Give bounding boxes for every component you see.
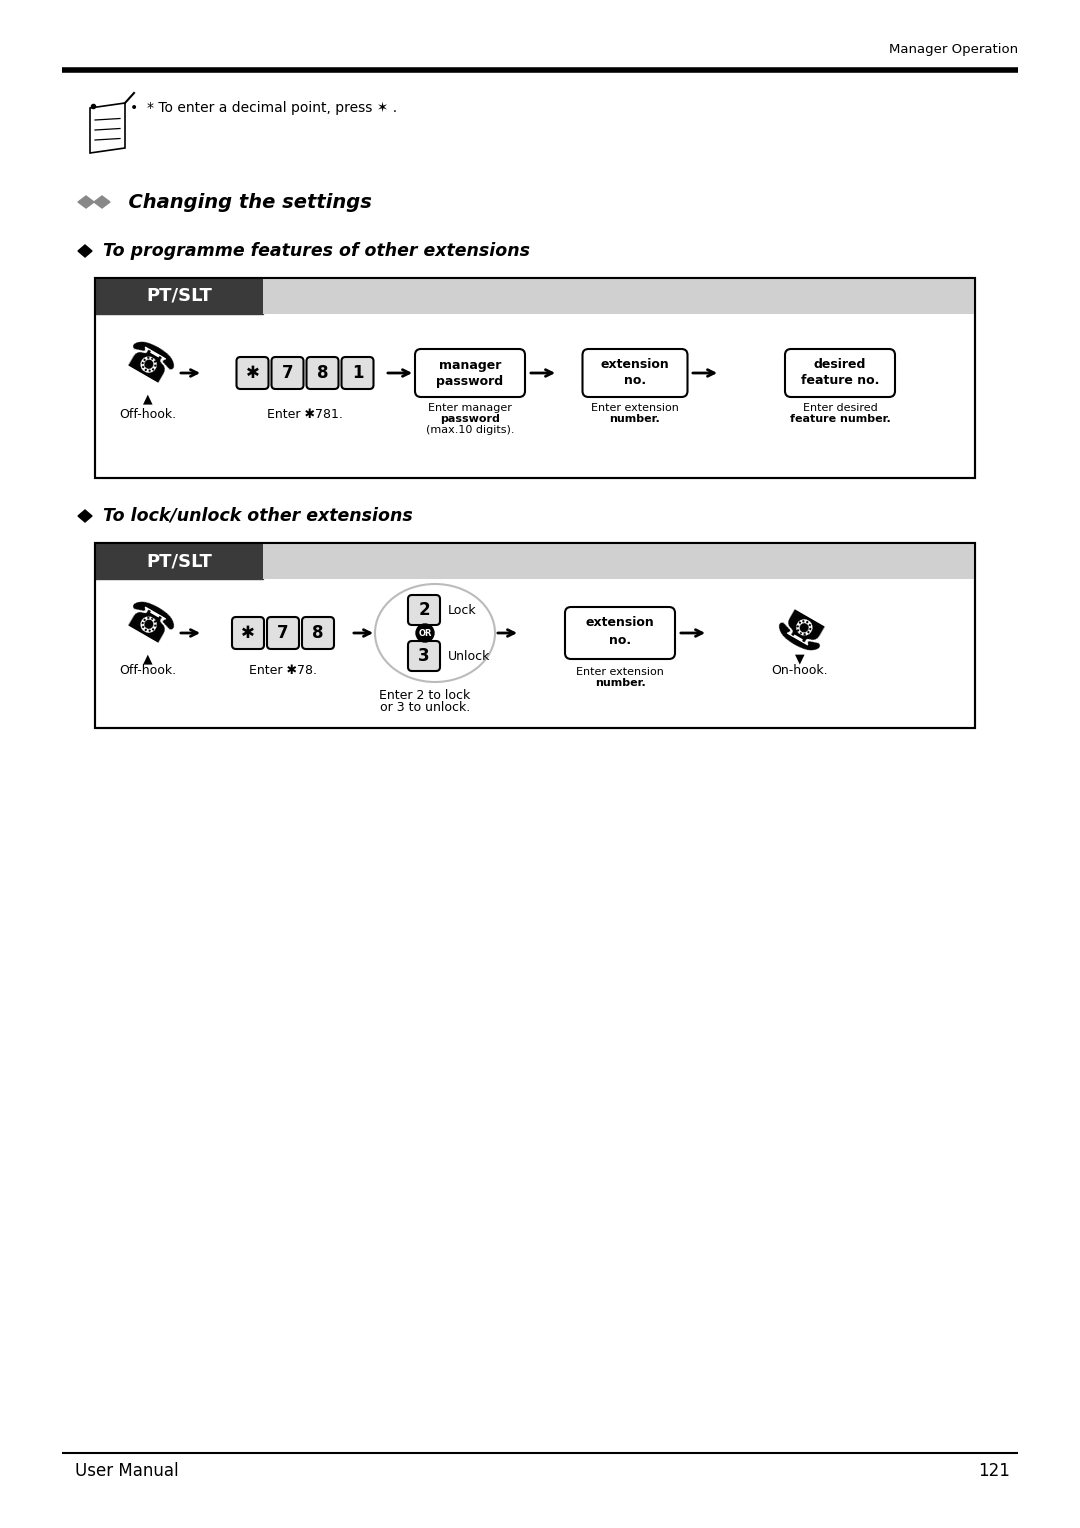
Text: 7: 7 <box>282 364 294 382</box>
Text: To programme features of other extensions: To programme features of other extension… <box>97 241 530 260</box>
Text: feature no.: feature no. <box>800 374 879 388</box>
Text: desired: desired <box>814 359 866 371</box>
Text: extension: extension <box>600 359 670 371</box>
Text: number.: number. <box>595 678 646 688</box>
Text: 8: 8 <box>312 623 324 642</box>
Text: ▼: ▼ <box>795 652 805 666</box>
Text: Enter extension: Enter extension <box>576 668 664 677</box>
Text: number.: number. <box>609 414 660 423</box>
Circle shape <box>416 623 434 642</box>
FancyBboxPatch shape <box>582 348 688 397</box>
FancyBboxPatch shape <box>271 358 303 390</box>
Text: OR: OR <box>418 628 432 637</box>
Bar <box>264 542 975 579</box>
Text: 121: 121 <box>978 1462 1010 1481</box>
Text: ✱: ✱ <box>241 623 255 642</box>
Bar <box>95 278 975 478</box>
Text: ▲: ▲ <box>144 652 152 666</box>
Text: ☎: ☎ <box>767 594 833 656</box>
Text: Manager Operation: Manager Operation <box>889 43 1018 57</box>
Text: or 3 to unlock.: or 3 to unlock. <box>380 701 470 714</box>
Text: ✱: ✱ <box>245 364 259 382</box>
Text: Off-hook.: Off-hook. <box>120 408 176 422</box>
Polygon shape <box>78 196 94 208</box>
Polygon shape <box>90 102 125 153</box>
Text: no.: no. <box>609 634 631 646</box>
Text: Lock: Lock <box>448 604 476 616</box>
Text: Enter desired: Enter desired <box>802 403 877 413</box>
Text: Enter ✱781.: Enter ✱781. <box>267 408 343 422</box>
FancyBboxPatch shape <box>237 358 269 390</box>
Polygon shape <box>78 244 92 257</box>
Ellipse shape <box>375 584 495 681</box>
Text: no.: no. <box>624 374 646 388</box>
Text: 1: 1 <box>352 364 363 382</box>
FancyBboxPatch shape <box>341 358 374 390</box>
Polygon shape <box>94 196 110 208</box>
Text: extension: extension <box>585 616 654 630</box>
FancyBboxPatch shape <box>565 607 675 659</box>
Text: 7: 7 <box>278 623 288 642</box>
FancyBboxPatch shape <box>267 617 299 649</box>
Text: 3: 3 <box>418 646 430 665</box>
Bar <box>264 278 975 313</box>
Text: Unlock: Unlock <box>448 649 490 663</box>
Text: feature number.: feature number. <box>789 414 890 423</box>
Text: ☎: ☎ <box>116 594 181 656</box>
FancyBboxPatch shape <box>408 594 440 625</box>
Text: PT/SLT: PT/SLT <box>146 552 212 570</box>
Text: ▲: ▲ <box>144 393 152 405</box>
FancyBboxPatch shape <box>232 617 264 649</box>
FancyBboxPatch shape <box>415 348 525 397</box>
Text: password: password <box>440 414 500 423</box>
Text: Enter extension: Enter extension <box>591 403 679 413</box>
Text: Off-hook.: Off-hook. <box>120 665 176 677</box>
Text: Enter 2 to lock: Enter 2 to lock <box>379 689 471 701</box>
Text: To lock/unlock other extensions: To lock/unlock other extensions <box>97 507 413 526</box>
FancyBboxPatch shape <box>302 617 334 649</box>
Text: •: • <box>130 101 138 115</box>
Polygon shape <box>78 510 92 523</box>
Text: User Manual: User Manual <box>75 1462 178 1481</box>
Text: 2: 2 <box>418 601 430 619</box>
Bar <box>95 542 975 727</box>
Text: manager: manager <box>438 359 501 371</box>
Bar <box>95 278 264 313</box>
Text: * To enter a decimal point, press ✶ .: * To enter a decimal point, press ✶ . <box>147 101 397 115</box>
Text: (max.10 digits).: (max.10 digits). <box>426 425 514 435</box>
FancyBboxPatch shape <box>785 348 895 397</box>
Text: Enter ✱78.: Enter ✱78. <box>249 665 318 677</box>
Text: Enter manager: Enter manager <box>428 403 512 413</box>
Bar <box>95 278 975 478</box>
Text: PT/SLT: PT/SLT <box>146 287 212 306</box>
Text: Changing the settings: Changing the settings <box>114 193 372 211</box>
Bar <box>95 542 264 579</box>
Text: ☎: ☎ <box>116 333 181 396</box>
Text: On-hook.: On-hook. <box>772 665 828 677</box>
FancyBboxPatch shape <box>408 642 440 671</box>
Text: 8: 8 <box>316 364 328 382</box>
FancyBboxPatch shape <box>307 358 338 390</box>
Bar <box>95 542 975 727</box>
Text: password: password <box>436 374 503 388</box>
